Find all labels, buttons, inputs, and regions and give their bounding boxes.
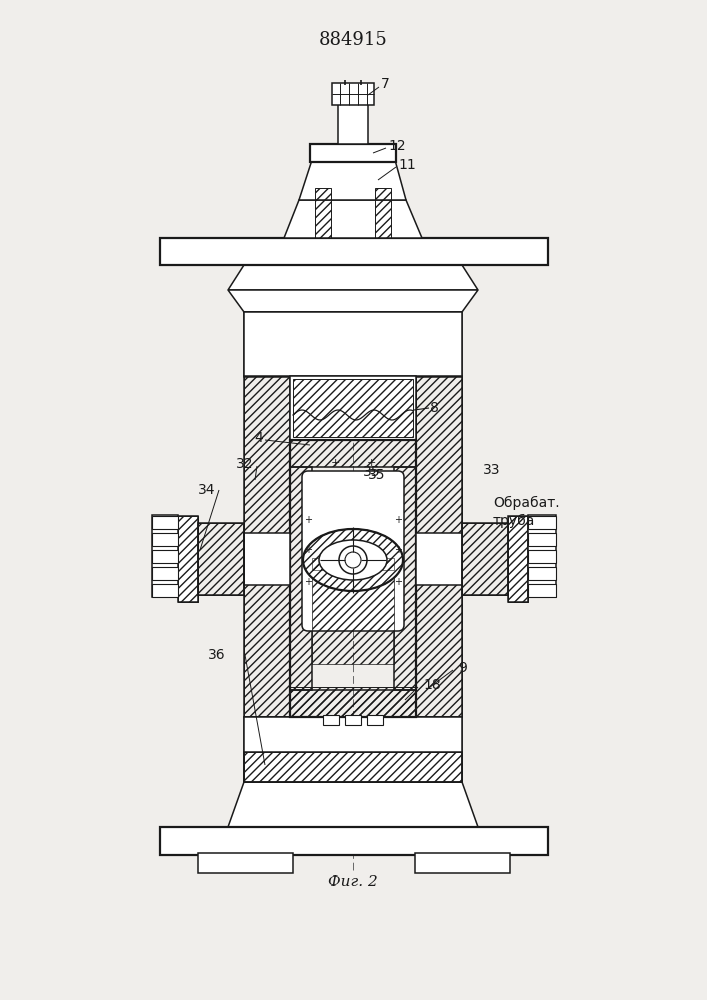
Bar xyxy=(290,467,312,690)
Bar xyxy=(244,312,462,376)
Text: 32: 32 xyxy=(235,457,253,471)
Bar xyxy=(198,853,293,873)
Text: 33: 33 xyxy=(483,463,501,477)
Bar xyxy=(508,516,528,602)
Bar xyxy=(415,853,510,873)
Text: 7: 7 xyxy=(381,77,390,91)
Bar xyxy=(394,467,416,690)
Polygon shape xyxy=(160,827,548,855)
Polygon shape xyxy=(244,717,462,782)
Bar xyxy=(323,715,339,725)
Bar xyxy=(462,523,508,595)
Bar xyxy=(375,188,391,238)
Bar xyxy=(528,516,556,529)
Circle shape xyxy=(345,552,361,568)
Bar xyxy=(198,523,244,595)
Text: +: + xyxy=(304,515,312,525)
Bar xyxy=(528,567,556,580)
Bar xyxy=(244,312,462,377)
Bar xyxy=(290,376,416,440)
Polygon shape xyxy=(160,238,548,265)
Bar xyxy=(528,515,556,597)
Bar xyxy=(345,715,361,725)
Bar xyxy=(528,584,556,597)
Text: +: + xyxy=(304,545,312,555)
Bar xyxy=(416,533,462,585)
Bar xyxy=(152,550,178,563)
Bar xyxy=(310,144,396,162)
Bar xyxy=(290,690,416,717)
Text: 884915: 884915 xyxy=(319,31,387,49)
Bar xyxy=(178,516,198,602)
Text: +: + xyxy=(330,458,339,468)
Bar xyxy=(244,533,290,585)
Bar xyxy=(338,102,368,144)
Polygon shape xyxy=(228,290,478,312)
Text: 35: 35 xyxy=(368,468,385,482)
Ellipse shape xyxy=(303,529,403,591)
Ellipse shape xyxy=(319,540,387,580)
Bar xyxy=(244,376,290,717)
Text: Фиг. 2: Фиг. 2 xyxy=(328,875,378,889)
Bar xyxy=(293,379,413,437)
Polygon shape xyxy=(299,160,406,200)
Text: 12: 12 xyxy=(388,139,406,153)
Text: 11: 11 xyxy=(398,158,416,172)
Polygon shape xyxy=(284,200,422,238)
Bar xyxy=(244,752,462,782)
Bar xyxy=(152,515,178,597)
Bar xyxy=(528,533,556,546)
Bar xyxy=(367,715,383,725)
Bar xyxy=(315,188,391,238)
Text: 4: 4 xyxy=(255,431,263,445)
Text: 35: 35 xyxy=(363,465,380,479)
Bar xyxy=(290,440,416,717)
Bar xyxy=(152,567,178,580)
Bar xyxy=(290,687,416,717)
Bar xyxy=(312,558,394,570)
Bar xyxy=(290,440,416,467)
Bar xyxy=(315,188,331,238)
Bar xyxy=(462,523,508,595)
Text: 18: 18 xyxy=(423,678,440,692)
Bar xyxy=(152,516,178,529)
Polygon shape xyxy=(228,265,478,290)
Text: 8: 8 xyxy=(430,401,439,415)
Text: +: + xyxy=(394,515,402,525)
Bar xyxy=(152,584,178,597)
Bar xyxy=(198,523,244,595)
Polygon shape xyxy=(228,782,478,827)
FancyBboxPatch shape xyxy=(302,471,404,631)
Bar xyxy=(178,516,198,602)
Bar xyxy=(312,558,394,570)
Text: +: + xyxy=(366,458,375,468)
Bar xyxy=(332,83,374,105)
Bar xyxy=(508,516,528,602)
Text: +: + xyxy=(304,577,312,587)
Circle shape xyxy=(339,546,367,574)
Text: +: + xyxy=(394,577,402,587)
Bar xyxy=(312,574,394,664)
Text: +: + xyxy=(394,545,402,555)
Bar xyxy=(416,376,462,717)
Text: 36: 36 xyxy=(208,648,226,662)
Text: Обрабат.
труба: Обрабат. труба xyxy=(493,496,560,528)
Text: 34: 34 xyxy=(197,483,215,497)
Text: 9: 9 xyxy=(458,661,467,675)
Bar xyxy=(152,533,178,546)
Bar xyxy=(528,550,556,563)
Bar xyxy=(244,717,462,782)
Bar xyxy=(244,752,462,782)
